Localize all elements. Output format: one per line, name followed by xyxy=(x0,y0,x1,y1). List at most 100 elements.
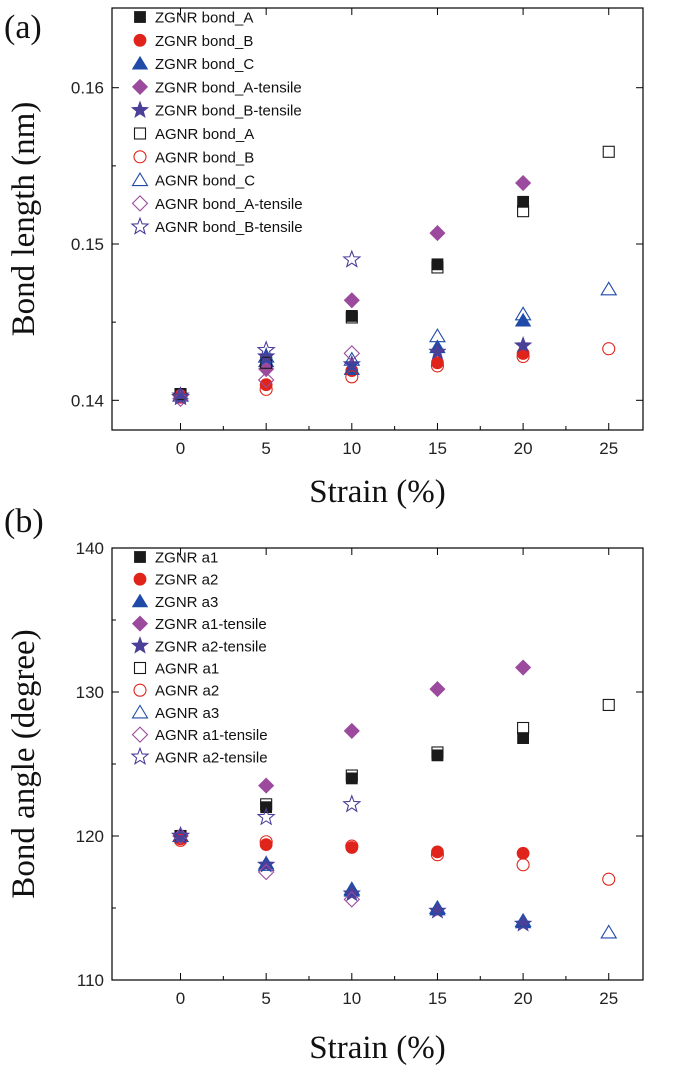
data-point xyxy=(514,306,532,321)
data-point xyxy=(515,659,532,676)
data-point xyxy=(513,914,533,932)
data-point xyxy=(259,838,273,852)
legend-label: ZGNR bond_A xyxy=(155,10,253,27)
data-point xyxy=(517,732,529,744)
legend-marker xyxy=(133,683,147,697)
legend-label: ZGNR bond_B xyxy=(155,33,253,50)
data-point xyxy=(345,839,359,853)
x-tick-label: 20 xyxy=(514,989,533,1008)
data-point xyxy=(430,359,445,373)
legend-marker xyxy=(131,726,149,743)
data-point xyxy=(516,846,530,860)
data-point xyxy=(256,340,276,359)
legend-marker xyxy=(131,615,149,632)
data-point xyxy=(258,777,275,794)
x-tick-label: 20 xyxy=(514,439,533,458)
legend-marker xyxy=(130,216,150,235)
data-point xyxy=(513,335,533,354)
legend-label: ZGNR a3 xyxy=(155,594,218,611)
y-tick-label: 140 xyxy=(76,539,104,558)
x-tick-label: 5 xyxy=(261,989,270,1008)
data-point xyxy=(345,370,359,384)
legend-label: ZGNR bond_B-tensile xyxy=(155,103,302,120)
legend-marker xyxy=(134,551,146,563)
legend-marker xyxy=(130,636,150,654)
data-point xyxy=(517,205,530,218)
data-point xyxy=(430,848,445,862)
data-point xyxy=(343,351,361,366)
legend-label: ZGNR a1 xyxy=(155,550,218,567)
data-point xyxy=(172,390,189,408)
y-tick-label: 0.15 xyxy=(71,235,104,254)
data-point xyxy=(428,342,447,360)
legend-label: ZGNR bond_C xyxy=(155,56,254,73)
data-point xyxy=(259,378,273,392)
legend-marker xyxy=(131,78,149,95)
legend-marker xyxy=(133,150,147,164)
data-point xyxy=(516,858,530,872)
x-tick-label: 10 xyxy=(342,439,361,458)
data-point xyxy=(602,698,615,712)
data-point xyxy=(259,382,273,396)
x-tick-label: 25 xyxy=(599,439,618,458)
legend: ZGNR a1 ZGNR a2 ZGNR a3 ZGNR a1-tensile ZGNR… xyxy=(130,550,268,766)
x-axis-label: Strain (%) xyxy=(309,474,446,510)
y-tick-label: 110 xyxy=(77,971,104,990)
series-agnr-a2 xyxy=(173,833,616,886)
legend-label: AGNR bond_C xyxy=(155,173,255,190)
y-tick-label: 130 xyxy=(76,683,104,702)
x-tick-label: 0 xyxy=(176,989,185,1008)
data-point xyxy=(429,681,446,698)
data-point xyxy=(602,872,616,886)
data-point xyxy=(345,311,358,324)
data-point xyxy=(514,912,532,928)
data-point xyxy=(173,833,188,847)
series-agnr-a3 xyxy=(172,827,618,939)
legend-marker xyxy=(131,593,149,608)
x-tick-label: 25 xyxy=(599,989,618,1008)
data-point xyxy=(342,883,361,902)
data-point xyxy=(517,721,530,735)
data-point xyxy=(428,901,447,919)
data-point xyxy=(428,899,446,915)
legend-label: ZGNR a1-tensile xyxy=(155,616,267,633)
data-point xyxy=(600,924,618,939)
legend-label: AGNR a2-tensile xyxy=(155,749,268,766)
data-point xyxy=(431,749,444,762)
data-point xyxy=(170,387,191,406)
legend-label: AGNR a2 xyxy=(155,683,219,700)
data-point xyxy=(256,807,276,826)
plot-frame xyxy=(111,7,644,431)
data-point xyxy=(257,863,275,881)
legend-marker xyxy=(133,127,147,140)
data-point xyxy=(431,356,444,370)
data-point xyxy=(343,292,360,309)
legend-label: AGNR bond_B xyxy=(155,149,254,166)
panel-label: (b) xyxy=(4,503,44,540)
data-point xyxy=(343,345,361,362)
y-axis-label: Bond angle (degree) xyxy=(6,629,42,898)
legend-label: AGNR a1-tensile xyxy=(155,727,268,744)
data-point xyxy=(431,845,444,859)
legend-marker xyxy=(134,11,146,23)
data-point xyxy=(602,145,615,158)
legend-label: AGNR bond_A-tensile xyxy=(155,196,303,213)
legend-label: ZGNR a2 xyxy=(155,572,218,589)
data-point xyxy=(172,827,189,843)
y-tick-label: 120 xyxy=(76,827,104,846)
x-tick-label: 5 xyxy=(261,439,270,458)
chart-panel-b: 0 5 10 15 20 25 110 120 130 140 Strain (%) Bond ang… xyxy=(4,503,644,1066)
data-point xyxy=(257,371,275,389)
data-point xyxy=(345,772,358,785)
data-point xyxy=(342,794,362,813)
data-point xyxy=(259,835,273,849)
data-point xyxy=(602,342,616,356)
panel-label: (a) xyxy=(4,9,42,46)
data-point xyxy=(343,881,361,896)
y-tick-label: 0.16 xyxy=(71,79,104,98)
legend-marker xyxy=(131,704,149,719)
data-point xyxy=(343,891,361,908)
data-point xyxy=(517,195,529,208)
series-zgnr-bond-b-tensile xyxy=(171,335,533,404)
